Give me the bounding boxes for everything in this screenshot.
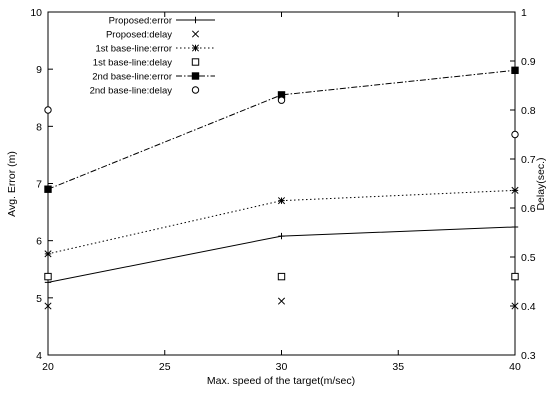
series-5 [44, 96, 519, 139]
legend-marker [191, 44, 200, 52]
x-tick-label: 25 [159, 361, 171, 373]
series-line [47, 69, 516, 190]
y-left-tick-label: 6 [36, 236, 42, 248]
y-right-tick-label: 0.5 [521, 252, 536, 264]
data-point [511, 223, 519, 231]
series-4 [44, 66, 519, 193]
legend-item-0: Proposed:error [109, 16, 215, 27]
data-point [278, 232, 285, 240]
legend-item-3: 1st base-line:delay [93, 58, 200, 69]
series-3 [44, 272, 519, 281]
y-left-tick-label: 8 [36, 121, 42, 133]
legend-item-2: 1st base-line:error [95, 44, 215, 55]
data-point [277, 272, 286, 281]
y-axis-right-label: Delay(sec.) [535, 157, 547, 210]
data-point [277, 297, 286, 305]
y-right-tick-label: 0.8 [521, 105, 536, 117]
y-right-tick-label: 0.9 [521, 56, 536, 68]
legend-marker [191, 72, 200, 80]
y-right-tick-label: 0.3 [521, 350, 536, 362]
y-left-tick-label: 9 [36, 64, 42, 76]
legend: Proposed:error Proposed:delay 1st base-lin… [90, 16, 215, 97]
legend-marker [191, 58, 200, 66]
legend-item-1: Proposed:delay [106, 30, 200, 41]
y-left-tick-label: 7 [36, 179, 42, 191]
legend-marker [191, 30, 200, 38]
y-right-tick-label: 0.7 [521, 154, 536, 166]
x-axis-label: Max. speed of the target(m/sec) [207, 375, 355, 387]
data-point [44, 302, 52, 310]
legend-label: 1st base-line:delay [93, 58, 172, 69]
x-tick-label: 30 [276, 361, 288, 373]
legend-label: Proposed:error [109, 16, 172, 27]
legend-marker [192, 16, 199, 24]
data-point [511, 186, 519, 194]
y-right-tick-label: 0.4 [521, 301, 536, 313]
y-left-tick-label: 4 [36, 350, 42, 362]
y-axis-left-label: Avg. Error (m) [6, 151, 18, 217]
legend-label: Proposed:delay [106, 30, 172, 41]
legend-label: 1st base-line:error [95, 44, 172, 55]
series-2 [44, 186, 519, 258]
legend-marker [191, 86, 200, 94]
y-right-tick-label: 0.6 [521, 203, 536, 215]
legend-label: 2nd base-line:error [92, 72, 172, 83]
y-right-tick-label: 1 [521, 7, 527, 19]
data-point [511, 272, 519, 281]
x-tick-label: 20 [42, 361, 54, 373]
y-left-tick-label: 5 [36, 293, 42, 305]
series-layer [44, 66, 519, 310]
y-left-tick-label: 10 [30, 7, 42, 19]
data-point [277, 197, 286, 205]
data-point [44, 106, 52, 114]
x-tick-label: 40 [509, 361, 521, 373]
data-point [511, 130, 519, 139]
series-1 [44, 297, 519, 310]
data-point [511, 66, 519, 75]
legend-label: 2nd base-line:delay [90, 86, 173, 97]
data-point [44, 185, 52, 193]
x-tick-label: 35 [392, 361, 404, 373]
legend-item-4: 2nd base-line:error [92, 72, 215, 83]
data-point [44, 272, 52, 281]
data-point [44, 250, 52, 258]
legend-item-5: 2nd base-line:delay [90, 86, 200, 97]
data-point [511, 302, 519, 310]
data-point [277, 96, 286, 104]
